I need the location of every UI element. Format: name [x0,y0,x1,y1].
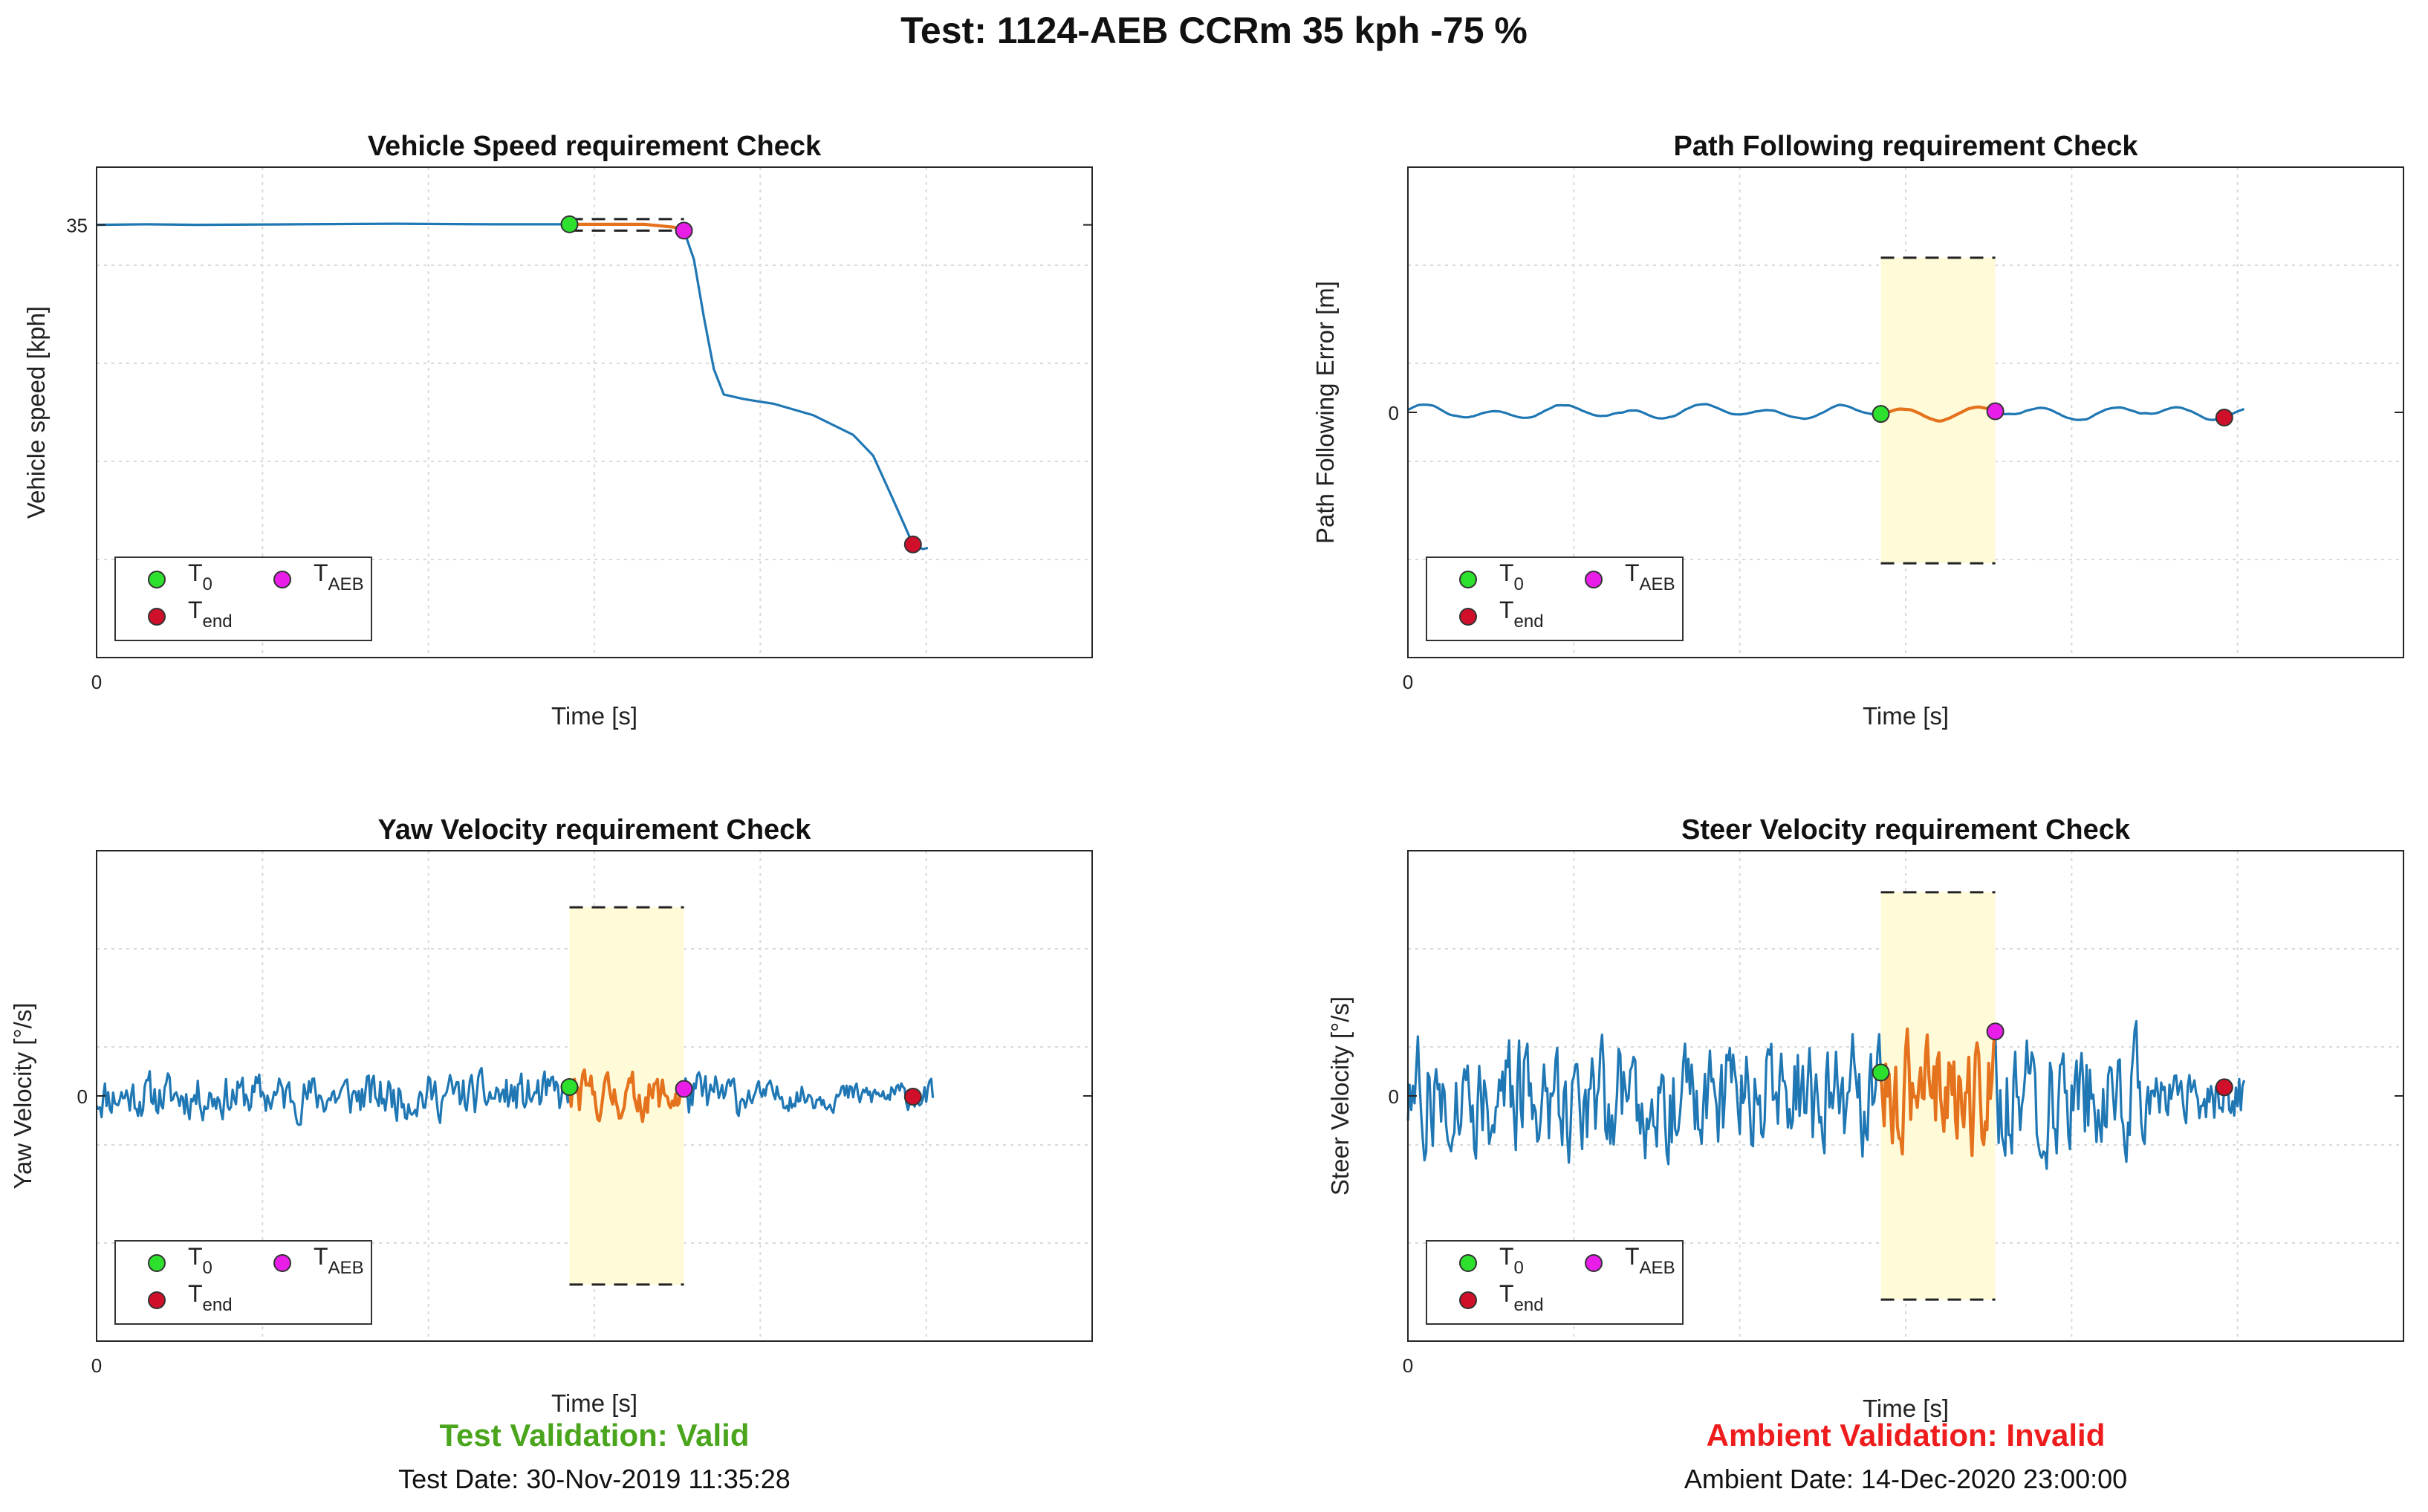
signal-line [1406,1019,2246,1170]
y-tick-label: 0 [1389,1086,1399,1108]
legend-taeb-swatch [1585,571,1603,588]
tend-marker [2215,409,2233,427]
x-axis-label: Time [s] [1863,1395,1949,1422]
legend-tend-subscript: end [1514,1295,1544,1315]
chart-title: Path Following requirement Check [1674,131,2139,162]
tend-marker [903,535,922,554]
legend-t0-swatch [148,571,166,588]
chart-speed: Vehicle Speed requirement Check 35 0 Time [… [22,131,1093,730]
test-date: Test Date: 30-Nov-2019 11:35:28 [398,1464,791,1494]
taeb-marker [1986,402,2005,421]
tend-marker [2215,1078,2233,1097]
signal-line [1407,403,2245,423]
chart-title: Vehicle Speed requirement Check [368,131,822,162]
legend-taeb-swatch [273,1254,291,1272]
legend-taeb-swatch [273,571,291,588]
y-axis-label: Path Following Error [m] [1311,281,1339,544]
chart-steer: Steer Velocity requirement Check 0 0 Time [… [1326,814,2404,1422]
t0-marker [560,215,579,233]
check-band [1880,892,1996,1300]
y-axis-label: Vehicle speed [kph] [22,306,50,519]
legend-tend-subscript: end [203,1295,233,1315]
taeb-marker [675,221,693,240]
legend-t0-subscript: 0 [203,574,212,594]
t0-marker [1872,405,1890,424]
y-axis-label: Steer Velocity [°/s] [1326,996,1354,1195]
y-tick-label: 0 [77,1086,88,1108]
legend-tend-swatch [148,1291,166,1309]
ambient-date: Ambient Date: 14-Dec-2020 23:00:00 [1684,1464,2128,1494]
signal-line [96,222,929,551]
chart-title: Yaw Velocity requirement Check [378,814,812,846]
axis-box [96,166,1093,658]
legend-tend-swatch [148,608,166,626]
legend-box [1426,1240,1684,1325]
chart-path: Path Following requirement Check 0 0 Time [… [1311,131,2404,730]
y-tick-label: 35 [66,215,88,237]
t0-marker [560,1078,579,1097]
x-axis-label: Time [s] [1863,702,1949,730]
y-tick-label: 0 [1389,402,1399,424]
figure-title: Test: 1124-AEB CCRm 35 kph -75 % [900,10,1528,51]
x-axis-label: Time [s] [551,1389,637,1417]
legend-tend-subscript: end [203,611,233,632]
legend-t0-swatch [148,1254,166,1272]
legend-taeb-subscript: AEB [328,1258,364,1278]
legend-tend-swatch [1459,608,1477,626]
legend-taeb-swatch [1585,1254,1603,1272]
check-window-line [1879,1027,1997,1158]
x-tick-label: 0 [91,1354,102,1377]
legend-taeb-subscript: AEB [1640,1258,1675,1278]
legend-t0-subscript: 0 [1514,1258,1524,1278]
legend-box [1426,557,1684,641]
ambient-validation-status: Ambient Validation: Invalid [1706,1418,2106,1453]
taeb-marker [675,1080,693,1098]
legend-t0-swatch [1459,1254,1477,1272]
test-validation-status: Test Validation: Valid [439,1418,750,1453]
check-window-line [568,1068,686,1123]
y-axis-label: Yaw Velocity [°/s] [9,1002,36,1189]
legend-t0-swatch [1459,571,1477,588]
taeb-marker [1986,1022,2005,1041]
legend-tend-swatch [1459,1291,1477,1309]
legend-box [114,557,372,641]
chart-title: Steer Velocity requirement Check [1681,814,2131,846]
legend-t0-subscript: 0 [203,1258,212,1278]
legend-taeb-subscript: AEB [1640,574,1675,594]
t0-marker [1872,1063,1890,1082]
legend-tend-subscript: end [1514,611,1544,632]
x-tick-label: 0 [1403,1354,1413,1377]
check-window-line [1880,405,1996,423]
chart-yaw: Yaw Velocity requirement Check 0 0 Time [s]… [9,814,1093,1417]
x-axis-label: Time [s] [551,702,637,730]
legend-box [114,1240,372,1325]
x-tick-label: 0 [1403,671,1413,693]
tend-marker [903,1087,922,1106]
legend-t0-subscript: 0 [1514,574,1524,594]
signal-line [95,1066,935,1126]
legend-taeb-subscript: AEB [328,574,364,594]
x-tick-label: 0 [91,671,102,693]
